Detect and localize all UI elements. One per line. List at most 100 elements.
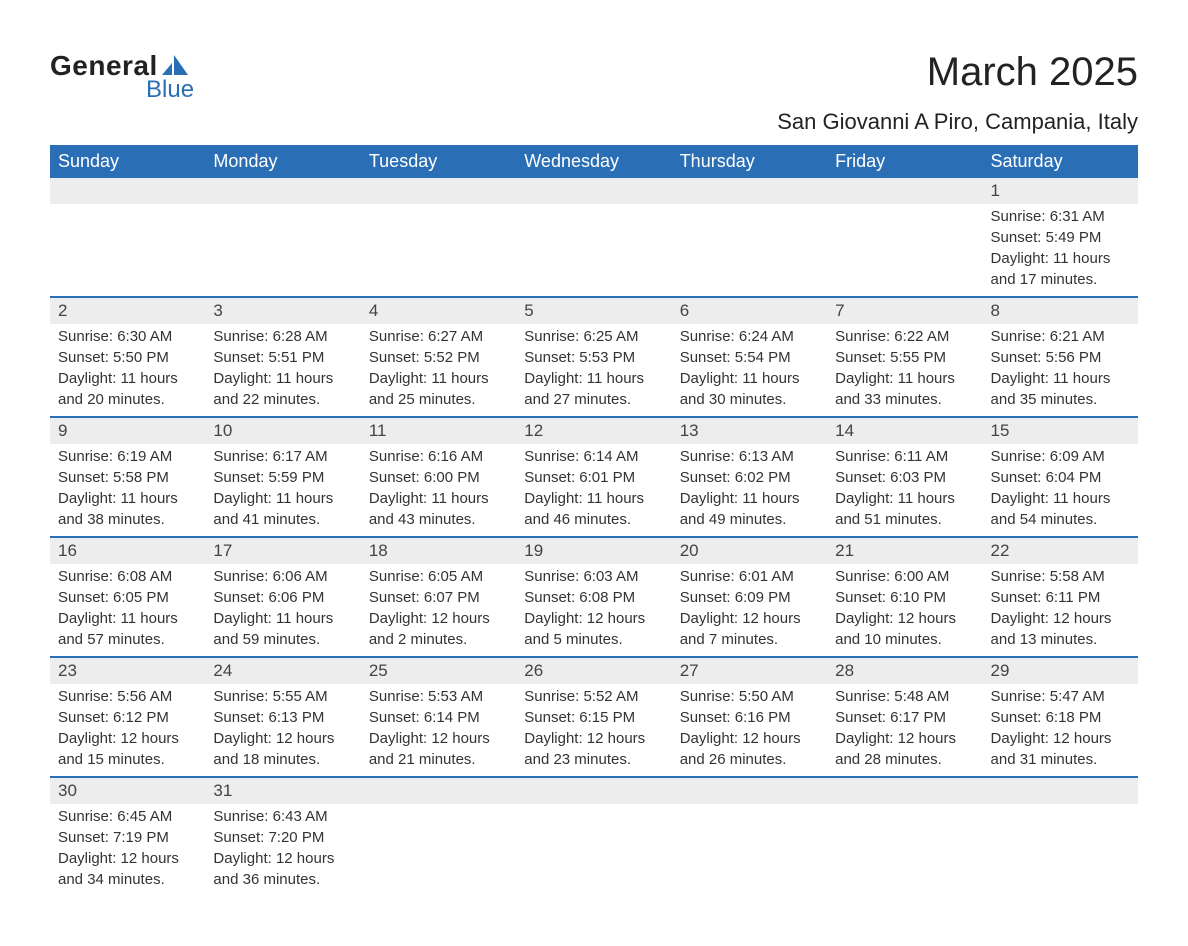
day-number: 26 (516, 657, 671, 684)
day-number: 14 (827, 417, 982, 444)
week-detail-row: Sunrise: 6:08 AMSunset: 6:05 PMDaylight:… (50, 564, 1138, 657)
day-details: Sunrise: 6:31 AMSunset: 5:49 PMDaylight:… (983, 204, 1138, 297)
logo-word-blue: Blue (146, 76, 194, 104)
day-number: 21 (827, 537, 982, 564)
day-number: 20 (672, 537, 827, 564)
day-details: Sunrise: 6:00 AMSunset: 6:10 PMDaylight:… (827, 564, 982, 657)
week-detail-row: Sunrise: 5:56 AMSunset: 6:12 PMDaylight:… (50, 684, 1138, 777)
day-number: 25 (361, 657, 516, 684)
day-number: 31 (205, 777, 360, 804)
day-number: 29 (983, 657, 1138, 684)
week-daynum-row: 23242526272829 (50, 657, 1138, 684)
day-details: Sunrise: 5:52 AMSunset: 6:15 PMDaylight:… (516, 684, 671, 777)
day-details: Sunrise: 6:11 AMSunset: 6:03 PMDaylight:… (827, 444, 982, 537)
day-number (672, 178, 827, 204)
col-saturday: Saturday (983, 145, 1138, 178)
day-number: 18 (361, 537, 516, 564)
day-number: 6 (672, 297, 827, 324)
day-details: Sunrise: 6:25 AMSunset: 5:53 PMDaylight:… (516, 324, 671, 417)
col-wednesday: Wednesday (516, 145, 671, 178)
col-sunday: Sunday (50, 145, 205, 178)
day-number: 3 (205, 297, 360, 324)
day-number: 8 (983, 297, 1138, 324)
day-number: 10 (205, 417, 360, 444)
day-number (205, 178, 360, 204)
header: General Blue March 2025 San Giovanni A P… (50, 50, 1138, 135)
location-subtitle: San Giovanni A Piro, Campania, Italy (777, 109, 1138, 135)
week-daynum-row: 3031 (50, 777, 1138, 804)
day-number: 4 (361, 297, 516, 324)
day-number (361, 777, 516, 804)
week-daynum-row: 9101112131415 (50, 417, 1138, 444)
day-details (50, 204, 205, 297)
week-detail-row: Sunrise: 6:45 AMSunset: 7:19 PMDaylight:… (50, 804, 1138, 896)
day-number (827, 777, 982, 804)
day-details (983, 804, 1138, 896)
logo-word-general: General (50, 50, 158, 82)
day-details: Sunrise: 6:06 AMSunset: 6:06 PMDaylight:… (205, 564, 360, 657)
day-number (983, 777, 1138, 804)
day-details: Sunrise: 5:55 AMSunset: 6:13 PMDaylight:… (205, 684, 360, 777)
week-daynum-row: 1 (50, 178, 1138, 204)
day-details: Sunrise: 6:43 AMSunset: 7:20 PMDaylight:… (205, 804, 360, 896)
day-details: Sunrise: 5:48 AMSunset: 6:17 PMDaylight:… (827, 684, 982, 777)
day-details (827, 804, 982, 896)
day-number: 22 (983, 537, 1138, 564)
day-details (672, 204, 827, 297)
day-details (516, 804, 671, 896)
calendar-table: Sunday Monday Tuesday Wednesday Thursday… (50, 145, 1138, 896)
day-details: Sunrise: 6:24 AMSunset: 5:54 PMDaylight:… (672, 324, 827, 417)
day-number: 19 (516, 537, 671, 564)
week-daynum-row: 16171819202122 (50, 537, 1138, 564)
day-details: Sunrise: 6:16 AMSunset: 6:00 PMDaylight:… (361, 444, 516, 537)
day-number (50, 178, 205, 204)
day-details (361, 204, 516, 297)
day-number: 17 (205, 537, 360, 564)
day-number: 16 (50, 537, 205, 564)
week-detail-row: Sunrise: 6:19 AMSunset: 5:58 PMDaylight:… (50, 444, 1138, 537)
day-details: Sunrise: 6:30 AMSunset: 5:50 PMDaylight:… (50, 324, 205, 417)
day-number: 13 (672, 417, 827, 444)
calendar-body: 1Sunrise: 6:31 AMSunset: 5:49 PMDaylight… (50, 178, 1138, 896)
day-header-row: Sunday Monday Tuesday Wednesday Thursday… (50, 145, 1138, 178)
day-number: 15 (983, 417, 1138, 444)
col-tuesday: Tuesday (361, 145, 516, 178)
day-number (516, 777, 671, 804)
day-details: Sunrise: 5:50 AMSunset: 6:16 PMDaylight:… (672, 684, 827, 777)
logo: General Blue (50, 50, 194, 104)
day-number: 7 (827, 297, 982, 324)
day-details: Sunrise: 5:47 AMSunset: 6:18 PMDaylight:… (983, 684, 1138, 777)
day-number: 2 (50, 297, 205, 324)
day-number: 5 (516, 297, 671, 324)
day-number (672, 777, 827, 804)
day-details: Sunrise: 6:01 AMSunset: 6:09 PMDaylight:… (672, 564, 827, 657)
col-thursday: Thursday (672, 145, 827, 178)
day-details: Sunrise: 6:17 AMSunset: 5:59 PMDaylight:… (205, 444, 360, 537)
day-details (516, 204, 671, 297)
day-details: Sunrise: 6:13 AMSunset: 6:02 PMDaylight:… (672, 444, 827, 537)
col-friday: Friday (827, 145, 982, 178)
day-details: Sunrise: 6:45 AMSunset: 7:19 PMDaylight:… (50, 804, 205, 896)
week-detail-row: Sunrise: 6:30 AMSunset: 5:50 PMDaylight:… (50, 324, 1138, 417)
day-details: Sunrise: 5:58 AMSunset: 6:11 PMDaylight:… (983, 564, 1138, 657)
day-number (516, 178, 671, 204)
day-details: Sunrise: 6:21 AMSunset: 5:56 PMDaylight:… (983, 324, 1138, 417)
day-details: Sunrise: 5:53 AMSunset: 6:14 PMDaylight:… (361, 684, 516, 777)
day-details: Sunrise: 6:08 AMSunset: 6:05 PMDaylight:… (50, 564, 205, 657)
day-details (205, 204, 360, 297)
day-details: Sunrise: 6:19 AMSunset: 5:58 PMDaylight:… (50, 444, 205, 537)
title-block: March 2025 San Giovanni A Piro, Campania… (777, 50, 1138, 135)
day-number: 30 (50, 777, 205, 804)
month-title: March 2025 (777, 50, 1138, 95)
day-number: 1 (983, 178, 1138, 204)
day-number (361, 178, 516, 204)
week-daynum-row: 2345678 (50, 297, 1138, 324)
day-details: Sunrise: 6:27 AMSunset: 5:52 PMDaylight:… (361, 324, 516, 417)
day-number: 23 (50, 657, 205, 684)
day-number: 24 (205, 657, 360, 684)
day-number (827, 178, 982, 204)
day-details: Sunrise: 6:09 AMSunset: 6:04 PMDaylight:… (983, 444, 1138, 537)
day-number: 11 (361, 417, 516, 444)
day-details: Sunrise: 6:05 AMSunset: 6:07 PMDaylight:… (361, 564, 516, 657)
day-details (672, 804, 827, 896)
